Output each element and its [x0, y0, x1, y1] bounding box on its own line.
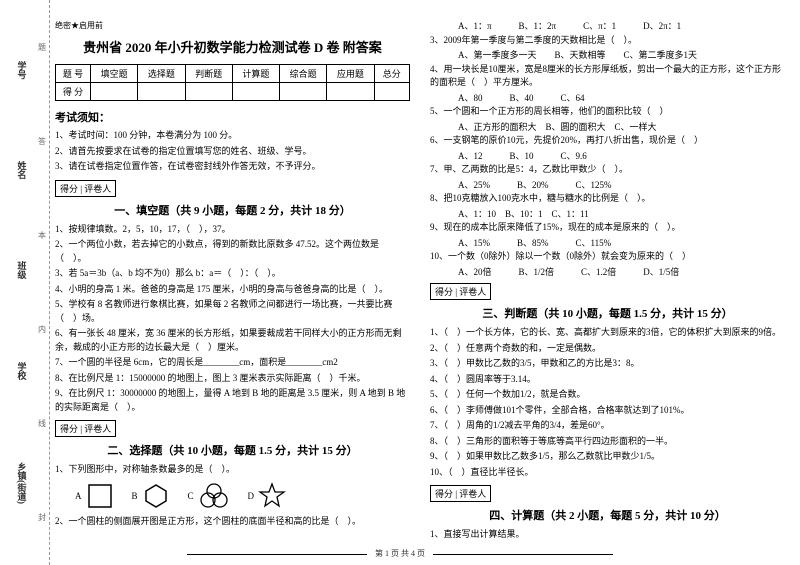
score-box: 得分 | 评卷人 [430, 485, 491, 502]
binding-field-id: 学号 [16, 61, 29, 79]
s2-q5-opts: A、正方形的面积大 B、圆的面积大 C、一样大 [458, 121, 785, 135]
s1-q2: 2、一个两位小数，若去掉它的小数点，得到的新数比原数多 47.52。这个两位数是… [55, 238, 410, 265]
score-box: 得分 | 评卷人 [55, 420, 116, 437]
s2-q4-opts: A、80 B、40 C、64 [458, 92, 785, 106]
s2-q8: 8、把10克糖放入100克水中，糖与糖水的比例是（ ）。 [430, 192, 785, 206]
s2-q6: 6、一支钢笔的原价10元，先提价20%，再打八折出售，现价是（ ） [430, 134, 785, 148]
s3-q2: 2、（ ）任意两个奇数的和，一定是偶数。 [430, 342, 785, 356]
s2-q7: 7、甲、乙两数的比是5：4，乙数比甲数少（ ）。 [430, 163, 785, 177]
s1-q7: 7、一个圆的半径是 6cm，它的周长是________cm，面积是_______… [55, 356, 410, 370]
binding-field-school: 学校 [16, 362, 29, 380]
s2-q9-opts: A、15% B、85% C、115% [458, 237, 785, 251]
circles-icon [198, 482, 230, 510]
s2-q2-opts: A、1：π B、1：2π C、π：1 D、2π：1 [458, 20, 785, 34]
binding-field-town: 乡镇(街道) [16, 462, 29, 504]
right-column: A、1：π B、1：2π C、π：1 D、2π：1 3、2009年第一季度与第二… [430, 20, 785, 544]
s2-q2: 2、一个圆柱的侧面展开图是正方形，这个圆柱的底面半径和高的比是（ ）。 [55, 515, 410, 529]
section2-title: 二、选择题（共 10 小题，每题 1.5 分，共计 15 分） [55, 442, 410, 458]
s1-q8: 8、在比例尺是 1：15000000 的地图上，图上 3 厘米表示实际距离（ ）… [55, 372, 410, 386]
notice-item: 2、请首先按要求在试卷的指定位置填写您的姓名、班级、学号。 [55, 145, 410, 158]
binding-field-class: 班级 [16, 261, 29, 279]
shape-c: C [188, 482, 230, 510]
section3-title: 三、判断题（共 10 小题，每题 1.5 分，共计 15 分） [430, 305, 785, 321]
binding-inner: 学号 姓名 班级 学校 乡镇(街道) [8, 20, 36, 545]
fold-marks: 题 答 本 内 线 封 [38, 0, 46, 565]
s3-q5: 5、（ ）任何一个数加1/2，就是合数。 [430, 388, 785, 402]
binding-field-name: 姓名 [16, 161, 29, 179]
section1-title: 一、填空题（共 9 小题，每题 2 分，共计 18 分） [55, 202, 410, 218]
shape-a: A [75, 482, 114, 510]
score-header-row: 题 号 填空题 选择题 判断题 计算题 综合题 应用题 总分 [56, 65, 410, 83]
s1-q9: 9、在比例尺 1：30000000 的地图上，量得 A 地到 B 地的距离是 3… [55, 387, 410, 414]
page-footer: 第 1 页 共 4 页 [0, 548, 800, 559]
notice-item: 3、请在试卷指定位置作答，在试卷密封线外作答无效，不予评分。 [55, 160, 410, 173]
s3-q10: 10、（ ）直径比半径长。 [430, 466, 785, 480]
secret-label: 绝密★启用前 [55, 20, 410, 31]
shape-d: D [248, 482, 287, 510]
s2-q9: 9、现在的成本比原来降低了15%，现在的成本是原来的（ ）。 [430, 221, 785, 235]
s2-q10-opts: A、20倍 B、1/2倍 C、1.2倍 D、1/5倍 [458, 266, 785, 280]
s1-q1: 1、按规律填数。2，5，10，17，（ ），37。 [55, 223, 410, 237]
s2-q3-opts: A、第一季度多一天 B、天数相等 C、第二季度多1天 [458, 49, 785, 63]
notice-title: 考试须知： [55, 109, 410, 125]
s3-q3: 3、（ ）甲数比乙数的3/5，甲数和乙的方比是3：8。 [430, 357, 785, 371]
hexagon-icon [142, 482, 170, 510]
s1-q4: 4、小明的身高 1 米。爸爸的身高是 175 厘米，小明的身高与爸爸身高的比是（… [55, 283, 410, 297]
s3-q7: 7、（ ）周角的1/2减去平角的3/4，差是60°。 [430, 419, 785, 433]
s1-q5: 5、学校有 8 名教师进行象棋比赛，如果每 2 名教师之间都进行一场比赛，一共要… [55, 298, 410, 325]
s3-q8: 8、（ ）三角形的面积等于等底等高平行四边形面积的一半。 [430, 435, 785, 449]
s2-q3: 3、2009年第一季度与第二季度的天数相比是（ ）。 [430, 34, 785, 48]
left-column: 绝密★启用前 贵州省 2020 年小升初数学能力检测试卷 D 卷 附答案 题 号… [55, 20, 410, 544]
binding-strip: 学号 姓名 班级 学校 乡镇(街道) 题 答 本 内 线 封 [0, 0, 50, 565]
s2-q7-opts: A、25% B、20% C、125% [458, 179, 785, 193]
s2-q4: 4、用一块长是10厘米，宽是8厘米的长方形厚纸板，剪出一个最大的正方形，这个正方… [430, 63, 785, 90]
s3-q6: 6、（ ）李师傅做101个零件，全部合格，合格率就达到了101%。 [430, 404, 785, 418]
s1-q3: 3、若 5a＝3b（a、b 均不为0）那么 b：a＝（ ）：（ ）。 [55, 267, 410, 281]
s2-q8-opts: A、1：10 B、10：1 C、1：11 [458, 208, 785, 222]
score-box: 得分 | 评卷人 [430, 283, 491, 300]
exam-title: 贵州省 2020 年小升初数学能力检测试卷 D 卷 附答案 [55, 37, 410, 56]
s1-q6: 6、有一张长 48 厘米，宽 36 厘米的长方形纸，如果要裁成若干同样大小的正方… [55, 327, 410, 354]
section4-title: 四、计算题（共 2 小题，每题 5 分，共计 10 分） [430, 507, 785, 523]
s3-q9: 9、（ ）如果甲数比乙数多1/5，那么乙数就比甲数少1/5。 [430, 450, 785, 464]
page-content: 绝密★启用前 贵州省 2020 年小升初数学能力检测试卷 D 卷 附答案 题 号… [0, 0, 800, 554]
shape-b: B [132, 482, 170, 510]
s2-q1: 1、下列图形中，对称轴条数最多的是（ ）。 [55, 463, 410, 477]
score-table: 题 号 填空题 选择题 判断题 计算题 综合题 应用题 总分 得 分 [55, 64, 410, 101]
s2-q10: 10、一个数（0除外）除以一个数（0除外）就会变为原来的（ ） [430, 250, 785, 264]
s4-q1: 1、直接写出计算结果。 [430, 528, 785, 542]
star-icon [258, 482, 286, 510]
s2-q5: 5、一个圆和一个正方形的周长相等，他们的面积比较（ ） [430, 105, 785, 119]
s3-q1: 1、（ ）一个长方体，它的长、宽、高都扩大到原来的3倍，它的体积扩大到原来的9倍… [430, 326, 785, 340]
notice-item: 1、考试时间：100 分钟，本卷满分为 100 分。 [55, 129, 410, 142]
s3-q4: 4、（ ）圆周率等于3.14。 [430, 373, 785, 387]
square-icon [86, 482, 114, 510]
score-box: 得分 | 评卷人 [55, 180, 116, 197]
shapes-row: A B C D [75, 482, 410, 510]
score-value-row: 得 分 [56, 83, 410, 101]
s2-q6-opts: A、12 B、10 C、9.6 [458, 150, 785, 164]
